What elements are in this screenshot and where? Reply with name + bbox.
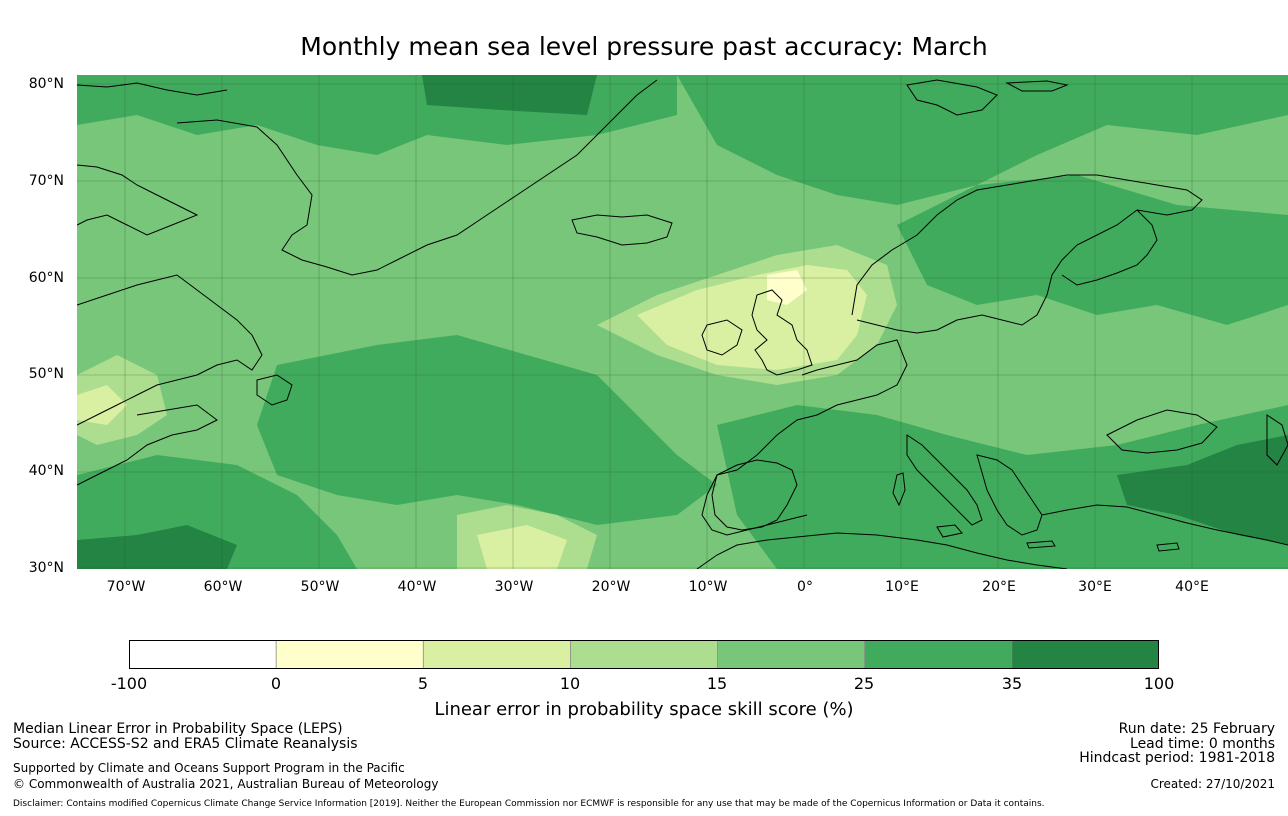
graticule (77, 75, 1288, 569)
skill-field (77, 75, 1288, 569)
colorbar-tick-5: 5 (417, 674, 429, 693)
lat-label-40n: 40°N (28, 463, 64, 479)
coast-turkey (1041, 504, 1288, 546)
coast-canada-north (77, 82, 228, 96)
coast-black-sea (1106, 409, 1218, 454)
coast-ireland (701, 319, 743, 356)
skill-patch-mediterranean (717, 405, 1288, 569)
lat-label-60n: 60°N (28, 270, 64, 286)
colorbar-segment-0 (129, 640, 277, 669)
lon-label-30e: 30°E (1078, 579, 1112, 595)
colorbar-tick-15: 15 (706, 674, 728, 693)
lon-label-70w: 70°W (106, 579, 146, 595)
coastlines (77, 79, 1288, 569)
skill-patch-far-southwest (77, 525, 237, 569)
coast-iberia (711, 459, 798, 531)
coast-nova-scotia (77, 404, 218, 486)
coast-labrador (77, 274, 263, 426)
colorbar-segment-4 (717, 640, 866, 669)
lon-label-20e: 20°E (982, 579, 1016, 595)
lat-label-70n: 70°N (28, 173, 64, 189)
colorbar-segment-1 (276, 640, 424, 669)
footer-run-date: Run date: 25 February (1118, 721, 1275, 737)
colorbar-frame (129, 640, 1159, 669)
lon-label-0: 0° (797, 579, 813, 595)
skill-patch-east-med (1117, 435, 1288, 545)
lon-label-40e: 40°E (1175, 579, 1209, 595)
lon-label-60w: 60°W (203, 579, 243, 595)
footer-lead-time: Lead time: 0 months (1130, 736, 1275, 752)
coast-finland (1061, 209, 1158, 286)
skill-patch-mid-atlantic (257, 335, 717, 525)
coast-greenland (176, 79, 658, 276)
lon-label-50w: 50°W (300, 579, 340, 595)
map-svg (77, 75, 1288, 569)
lat-label-50n: 50°N (28, 366, 64, 382)
lon-label-10w: 10°W (688, 579, 728, 595)
coast-norway (851, 174, 1203, 316)
colorbar-segment-2 (423, 640, 571, 669)
lon-label-20w: 20°W (591, 579, 631, 595)
coast-newfoundland (256, 374, 293, 406)
colorbar-label: Linear error in probability space skill … (434, 699, 854, 720)
skill-patch-scandinavia (897, 175, 1288, 325)
footer-support: Supported by Climate and Oceans Support … (13, 761, 405, 775)
footer-copyright: © Commonwealth of Australia 2021, Austra… (13, 777, 439, 791)
coast-baffin (77, 164, 199, 236)
coast-sweden-baltic (856, 209, 1138, 334)
colorbar-tick-25: 25 (853, 674, 875, 693)
coast-svalbard (906, 79, 998, 116)
colorbar-segment-6 (1011, 640, 1159, 669)
colorbar-segment-3 (570, 640, 719, 669)
footer-method: Median Linear Error in Probability Space… (13, 721, 343, 737)
skill-patch-uk-lowest (767, 270, 807, 305)
coast-caspian (1266, 414, 1288, 466)
coast-franz-josef (1005, 80, 1069, 92)
coast-sicily (936, 524, 963, 538)
coast-italy (906, 434, 983, 526)
coast-cyprus (1156, 542, 1180, 552)
colorbar-tick-0: 0 (270, 674, 282, 693)
footer-source: Source: ACCESS-S2 and ERA5 Climate Reana… (13, 736, 358, 752)
colorbar-tick-35: 35 (1001, 674, 1023, 693)
colorbar-tick-100: 100 (1143, 674, 1175, 693)
footer-disclaimer: Disclaimer: Contains modified Copernicus… (13, 799, 1045, 809)
lat-label-80n: 80°N (28, 76, 64, 92)
skill-patch-greenland-sea (677, 75, 1288, 205)
footer-created: Created: 27/10/2021 (1150, 777, 1275, 791)
coast-great-britain (751, 289, 813, 376)
lon-label-30w: 30°W (494, 579, 534, 595)
colorbar-tick-10: 10 (559, 674, 581, 693)
colorbar-segment-5 (864, 640, 1013, 669)
skill-map (77, 75, 1288, 569)
coast-europe-west (701, 339, 908, 536)
colorbar (129, 640, 1159, 669)
coast-crete (1026, 540, 1056, 549)
coast-iceland (571, 214, 673, 246)
coast-north-africa (696, 532, 1068, 569)
lat-label-30n: 30°N (28, 560, 64, 576)
chart-title: Monthly mean sea level pressure past acc… (300, 32, 988, 61)
skill-patch-uk-low (637, 265, 867, 370)
colorbar-tick-neg100: -100 (110, 674, 148, 693)
skill-patch-newfoundland-low (77, 385, 127, 425)
skill-patch-arctic-top (422, 75, 597, 115)
lon-label-40w: 40°W (397, 579, 437, 595)
lon-label-10e: 10°E (885, 579, 919, 595)
footer-hindcast: Hindcast period: 1981-2018 (1079, 750, 1275, 766)
coast-corsica-sardinia (892, 472, 906, 507)
skill-patch-azores-low (477, 525, 567, 569)
coast-balkans-greece (976, 454, 1043, 536)
